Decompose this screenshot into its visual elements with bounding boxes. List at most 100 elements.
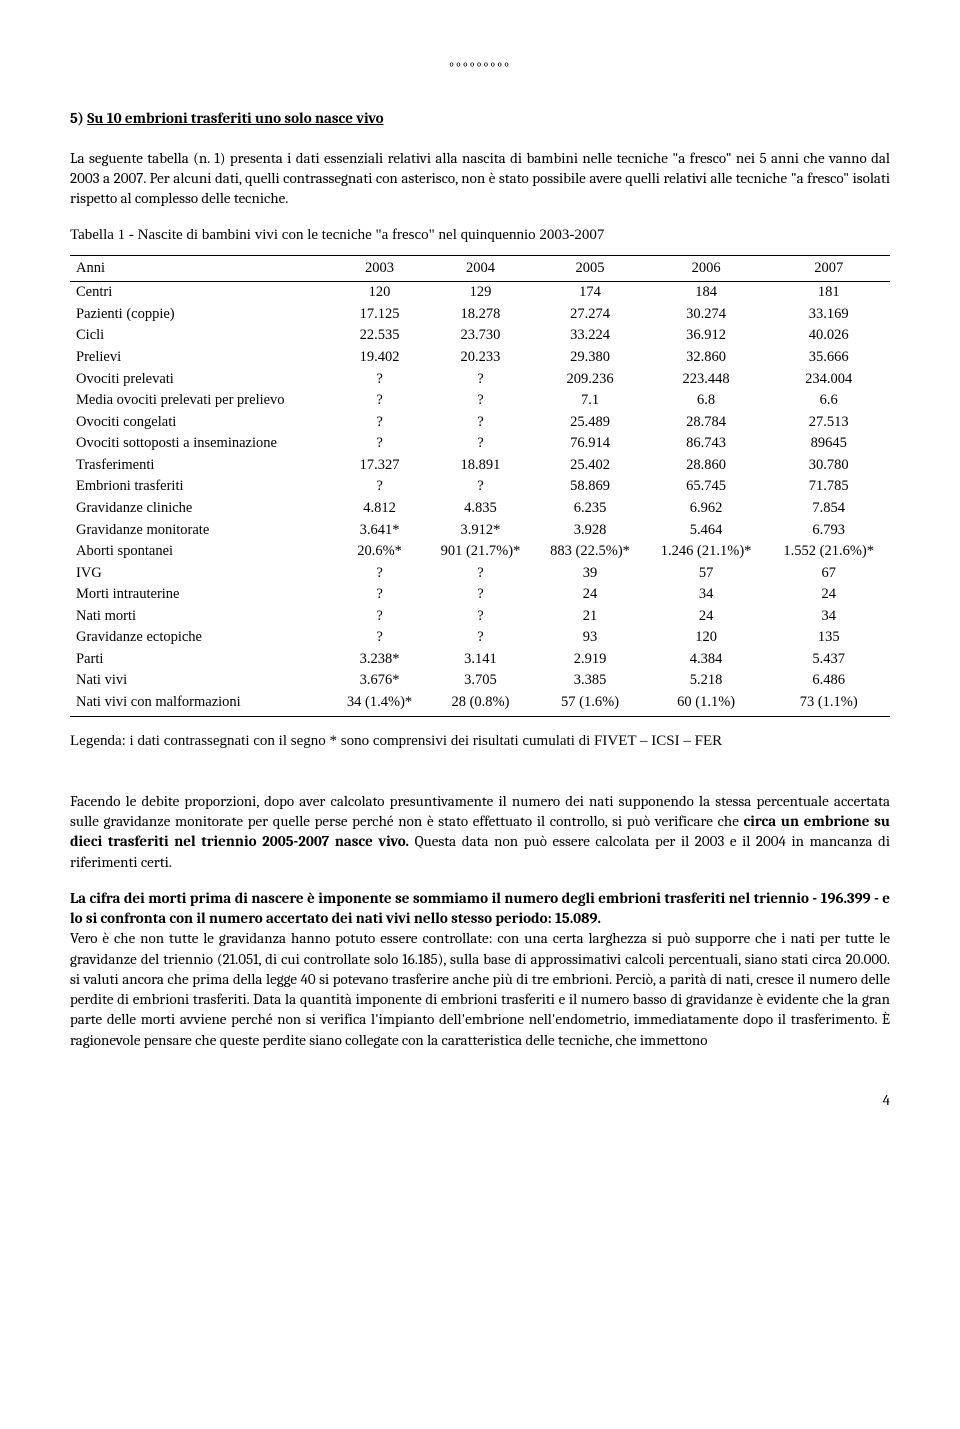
row-label: Ovociti sottoposti a inseminazione	[70, 433, 333, 455]
cell-value: 17.125	[333, 304, 425, 326]
cell-value: 6.235	[535, 498, 645, 520]
cell-value: 86.743	[645, 433, 768, 455]
cell-value: 3.385	[535, 670, 645, 692]
cell-value: 36.912	[645, 325, 768, 347]
cell-value: 24	[767, 584, 890, 606]
row-label: Centri	[70, 282, 333, 304]
row-label: Morti intrauterine	[70, 584, 333, 606]
heading-number: 5)	[70, 109, 84, 127]
cell-value: 73 (1.1%)	[767, 692, 890, 716]
cell-value: 93	[535, 627, 645, 649]
table-row: Gravidanze monitorate3.641*3.912*3.9285.…	[70, 520, 890, 542]
cell-value: ?	[333, 412, 425, 434]
table-row: Ovociti sottoposti a inseminazione??76.9…	[70, 433, 890, 455]
row-label: Ovociti prelevati	[70, 369, 333, 391]
cell-value: ?	[426, 390, 536, 412]
cell-value: 223.448	[645, 369, 768, 391]
cell-value: 4.835	[426, 498, 536, 520]
cell-value: 57	[645, 563, 768, 585]
cell-value: 4.384	[645, 649, 768, 671]
cell-value: 18.891	[426, 455, 536, 477]
table-row: Gravidanze ectopiche??93120135	[70, 627, 890, 649]
row-label: Nati morti	[70, 606, 333, 628]
row-label: Nati vivi	[70, 670, 333, 692]
cell-value: 27.513	[767, 412, 890, 434]
cell-value: 5.218	[645, 670, 768, 692]
cell-value: ?	[333, 563, 425, 585]
table-row: Media ovociti prelevati per prelievo??7.…	[70, 390, 890, 412]
row-label: Gravidanze cliniche	[70, 498, 333, 520]
cell-value: ?	[426, 476, 536, 498]
cell-value: 7.854	[767, 498, 890, 520]
cell-value: 28.784	[645, 412, 768, 434]
cell-value: 3.676*	[333, 670, 425, 692]
cell-value: 5.437	[767, 649, 890, 671]
row-label: Trasferimenti	[70, 455, 333, 477]
cell-value: 34	[645, 584, 768, 606]
cell-value: 184	[645, 282, 768, 304]
cell-value: 24	[535, 584, 645, 606]
row-label: Prelievi	[70, 347, 333, 369]
cell-value: 17.327	[333, 455, 425, 477]
cell-value: 3.141	[426, 649, 536, 671]
table-row: Gravidanze cliniche4.8124.8356.2356.9627…	[70, 498, 890, 520]
cell-value: 901 (21.7%)*	[426, 541, 536, 563]
cell-value: 29.380	[535, 347, 645, 369]
cell-value: ?	[333, 584, 425, 606]
cell-value: ?	[426, 584, 536, 606]
table-header-row: Anni 2003 2004 2005 2006 2007	[70, 255, 890, 282]
table-row: Nati vivi3.676*3.7053.3855.2186.486	[70, 670, 890, 692]
cell-value: 32.860	[645, 347, 768, 369]
cell-value: ?	[426, 412, 536, 434]
cell-value: ?	[333, 627, 425, 649]
row-label: Parti	[70, 649, 333, 671]
decor-degrees: °°°°°°°°°	[70, 60, 890, 78]
cell-value: 1.552 (21.6%)*	[767, 541, 890, 563]
table-row: Centri120129174184181	[70, 282, 890, 304]
cell-value: 181	[767, 282, 890, 304]
cell-value: 20.6%*	[333, 541, 425, 563]
cell-value: 34	[767, 606, 890, 628]
cell-value: 23.730	[426, 325, 536, 347]
cell-value: 4.812	[333, 498, 425, 520]
cell-value: 28 (0.8%)	[426, 692, 536, 716]
table-row: Prelievi19.40220.23329.38032.86035.666	[70, 347, 890, 369]
cell-value: 883 (22.5%)*	[535, 541, 645, 563]
table-caption: Tabella 1 - Nascite di bambini vivi con …	[70, 225, 890, 245]
table-row: Trasferimenti17.32718.89125.40228.86030.…	[70, 455, 890, 477]
cell-value: 6.962	[645, 498, 768, 520]
row-label: Nati vivi con malformazioni	[70, 692, 333, 716]
cell-value: ?	[333, 606, 425, 628]
cell-value: 33.224	[535, 325, 645, 347]
cell-value: ?	[333, 369, 425, 391]
cell-value: 28.860	[645, 455, 768, 477]
table-row: Nati vivi con malformazioni34 (1.4%)*28 …	[70, 692, 890, 716]
row-label: IVG	[70, 563, 333, 585]
cell-value: ?	[426, 563, 536, 585]
data-table: Anni 2003 2004 2005 2006 2007 Centri1201…	[70, 255, 890, 717]
cell-value: 57 (1.6%)	[535, 692, 645, 716]
cell-value: ?	[426, 433, 536, 455]
cell-value: 19.402	[333, 347, 425, 369]
row-label: Embrioni trasferiti	[70, 476, 333, 498]
cell-value: 35.666	[767, 347, 890, 369]
col-header: 2007	[767, 255, 890, 282]
table-row: Ovociti congelati??25.48928.78427.513	[70, 412, 890, 434]
cell-value: 33.169	[767, 304, 890, 326]
table-row: Parti3.238*3.1412.9194.3845.437	[70, 649, 890, 671]
cell-value: 20.233	[426, 347, 536, 369]
cell-value: 60 (1.1%)	[645, 692, 768, 716]
table-row: Embrioni trasferiti??58.86965.74571.785	[70, 476, 890, 498]
cell-value: 5.464	[645, 520, 768, 542]
cell-value: 71.785	[767, 476, 890, 498]
cell-value: 120	[333, 282, 425, 304]
cell-value: 3.912*	[426, 520, 536, 542]
cell-value: 1.246 (21.1%)*	[645, 541, 768, 563]
cell-value: 6.793	[767, 520, 890, 542]
cell-value: 234.004	[767, 369, 890, 391]
cell-value: 24	[645, 606, 768, 628]
cell-value: ?	[333, 390, 425, 412]
row-label: Gravidanze ectopiche	[70, 627, 333, 649]
cell-value: 129	[426, 282, 536, 304]
col-header: 2005	[535, 255, 645, 282]
